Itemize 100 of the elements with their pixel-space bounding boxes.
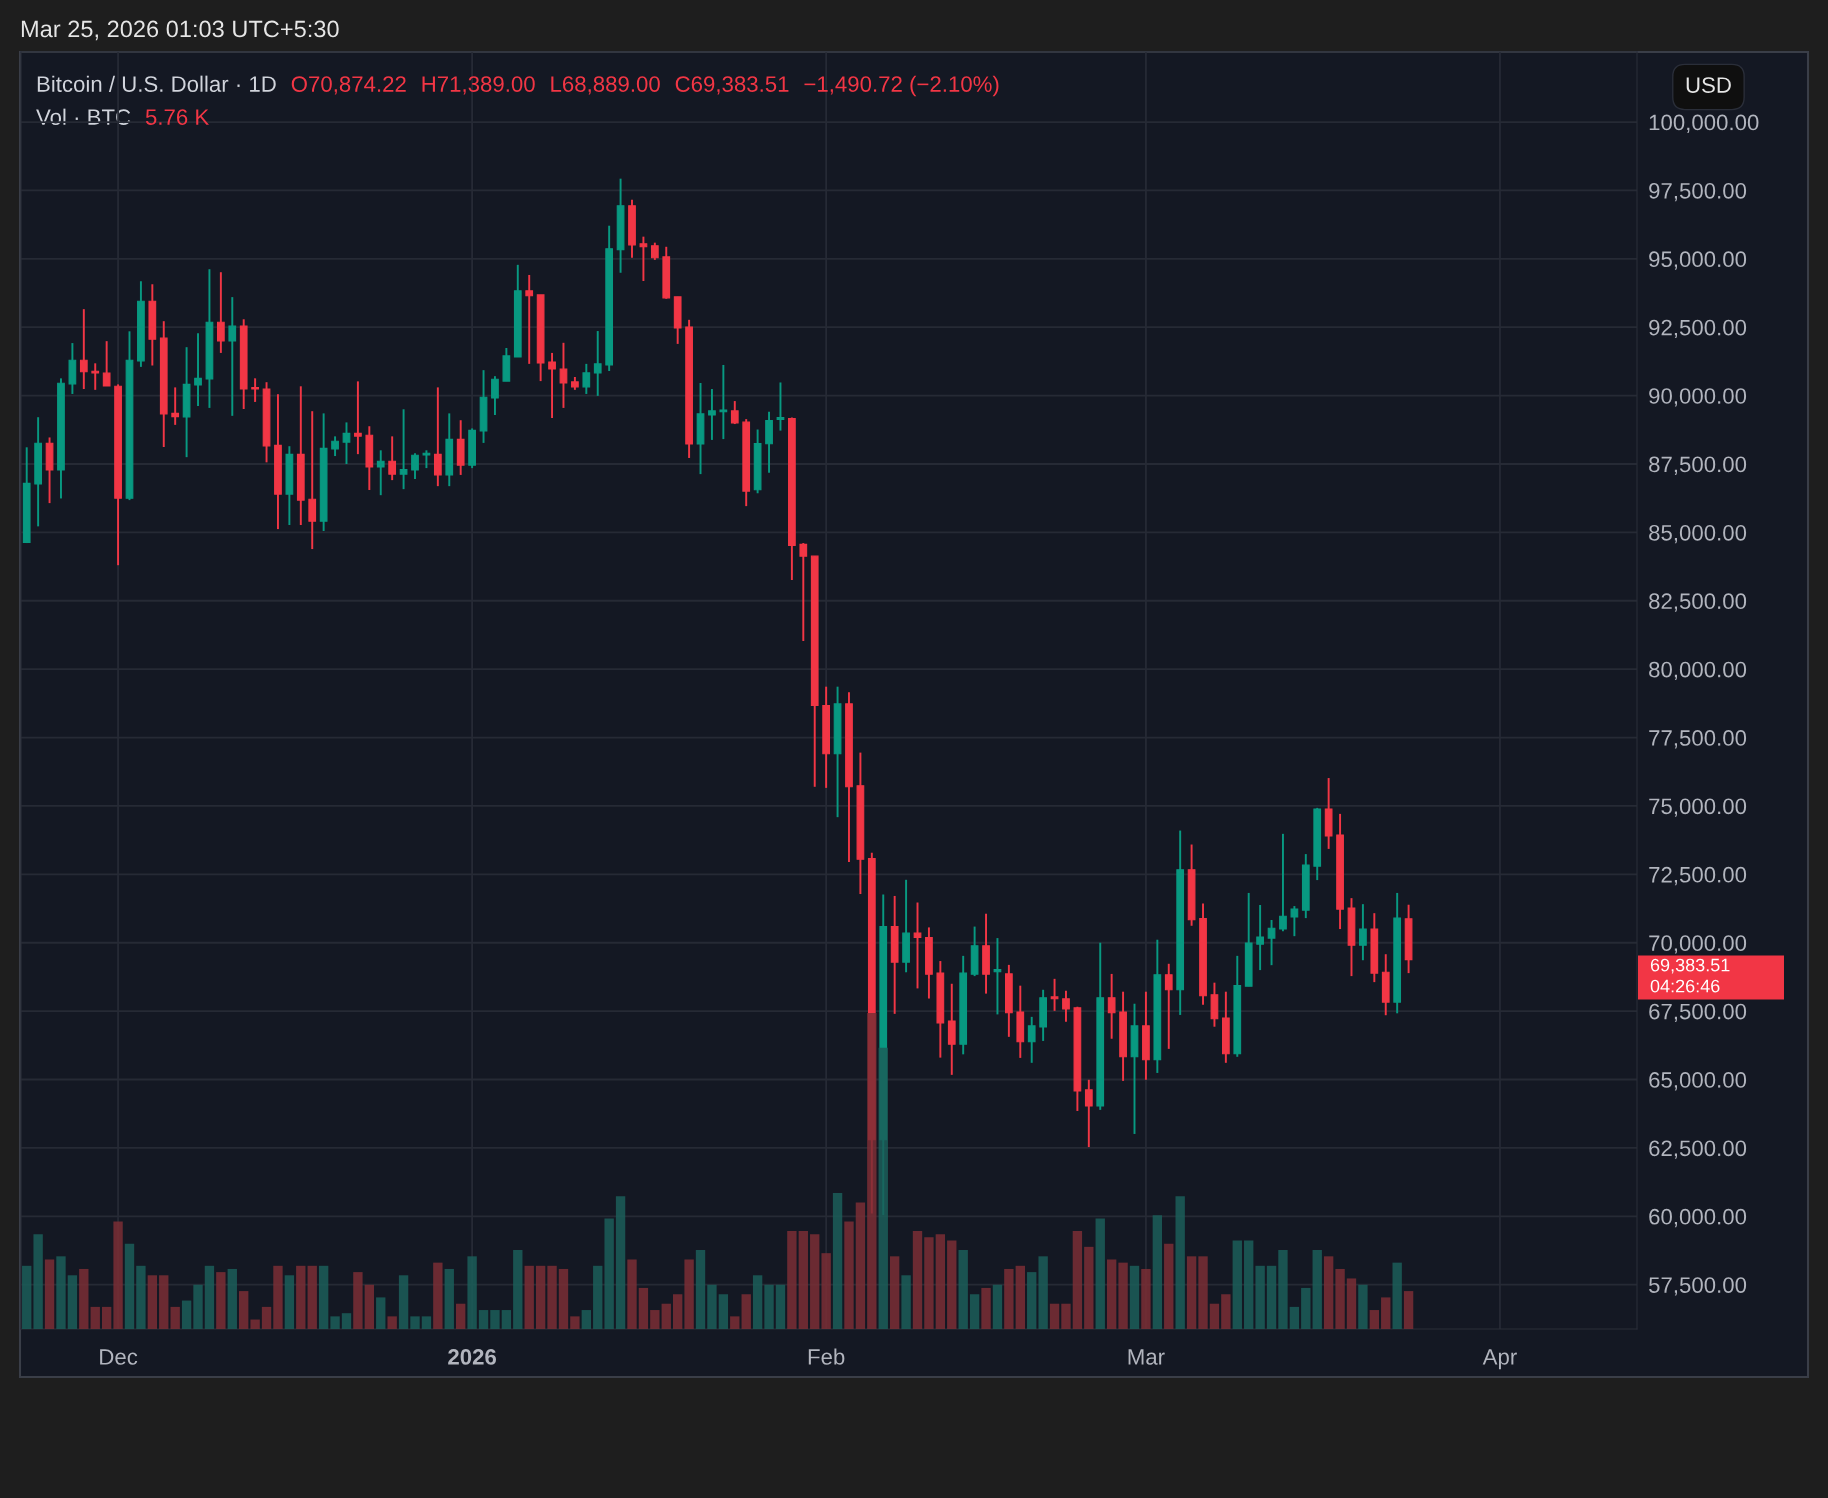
annotation: 5.76 K [145,109,209,125]
bar [684,1259,694,1329]
bar [821,1253,831,1329]
bar [730,1316,740,1329]
y-tick-label: 72,500.00 [1649,866,1747,886]
y-tick-label: 100,000.00 [1649,114,1759,133]
bar [1278,1250,1288,1329]
bar [170,1306,180,1329]
candlestick [388,435,397,482]
bar [1266,1265,1277,1329]
x-tick-label: Apr [1482,1349,1517,1370]
bar [889,1256,900,1329]
bar [798,1231,808,1329]
bar [193,1284,203,1329]
bar [787,1231,797,1329]
bar [227,1268,237,1329]
bar [1084,1246,1094,1329]
candlestick [1084,1078,1093,1149]
y-tick-label: 67,500.00 [1649,1003,1747,1023]
text: 69,383.51 [1650,958,1730,974]
candlestick [1107,972,1116,1040]
y-tick-label: 70,000.00 [1649,935,1747,954]
bar [239,1291,249,1329]
bar [136,1265,146,1329]
bar [604,1218,614,1329]
bar [1164,1243,1174,1329]
bar [181,1300,192,1329]
candlestick [765,410,773,474]
bar [1312,1250,1322,1329]
bar [113,1221,123,1329]
bar [33,1234,43,1329]
candlestick [1256,904,1264,972]
candlestick [548,351,556,419]
bar [444,1268,454,1329]
candlestick [354,380,362,456]
bar [159,1275,169,1329]
bar [1369,1310,1380,1329]
bar [1209,1303,1220,1329]
candlestick [376,449,385,497]
bar [638,1287,649,1329]
bar [1244,1240,1254,1329]
candlestick [593,330,602,397]
candlestick [1267,919,1276,967]
candlestick [68,342,77,395]
bar [535,1265,546,1329]
chart-subtitle: Mar 25, 2026 01:03 UTC+5:30 [21,20,339,41]
annotation: −1,490.72 (−2.10%) [804,75,999,97]
bar [79,1268,89,1329]
candlestick [216,271,225,354]
x-tick-label: 2026 [448,1349,497,1365]
annotation: C69,383.51 [675,76,789,95]
bar [22,1265,32,1329]
candlestick [308,410,317,551]
bar [627,1259,637,1329]
bar [410,1316,420,1329]
bar [433,1262,443,1329]
y-tick-label: 95,000.00 [1649,251,1747,270]
bar [341,1313,352,1329]
candlestick [102,340,111,387]
bar [558,1268,569,1329]
bar [752,1275,763,1329]
candlestick [433,386,442,488]
bar [1255,1265,1265,1329]
bar [615,1196,626,1329]
bar [1392,1262,1402,1329]
bar [467,1256,477,1329]
bar [912,1231,923,1329]
bar [810,1234,820,1329]
candlestick [582,362,591,395]
y-tick-label: 65,000.00 [1649,1072,1747,1091]
candlestick [1164,962,1173,1050]
bar [924,1237,934,1329]
bar [1141,1268,1151,1329]
candlestick [719,363,728,441]
bar [1403,1291,1414,1329]
y-tick-label: 62,500.00 [1649,1140,1747,1159]
bar [1118,1262,1128,1329]
bar [1381,1297,1391,1329]
candlestick [1359,903,1367,962]
bar [1198,1256,1208,1329]
candlestick [342,421,351,465]
bar [570,1316,580,1329]
bar [1015,1265,1025,1329]
bar [673,1294,683,1329]
candlestick [525,273,534,365]
candlestick [993,937,1002,1016]
bar [67,1275,78,1329]
bar [832,1193,843,1329]
bar [661,1303,671,1329]
y-tick-label: 85,000.00 [1649,524,1747,544]
bar [1106,1259,1117,1329]
candlestick [194,332,202,407]
bar [969,1294,980,1329]
candlestick [1027,1015,1036,1064]
annotation: H71,389.00 [422,76,535,95]
bar [901,1275,911,1329]
candlestick [708,388,716,441]
bar [261,1306,272,1329]
bar [1038,1256,1048,1329]
y-tick-label: 92,500.00 [1649,319,1747,339]
